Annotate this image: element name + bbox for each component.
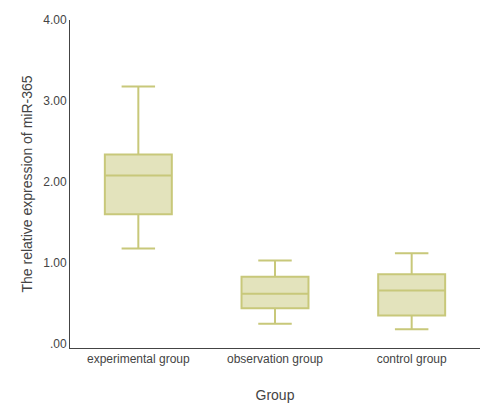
svg-text:Group: Group: [256, 387, 295, 403]
svg-text:.00: .00: [50, 337, 67, 351]
svg-text:3.00: 3.00: [43, 94, 67, 108]
svg-text:The relative expression of miR: The relative expression of miR-365: [19, 75, 35, 292]
svg-text:control group: control group: [377, 352, 447, 366]
svg-text:2.00: 2.00: [43, 175, 67, 189]
svg-text:experimental group: experimental group: [87, 352, 190, 366]
svg-text:1.00: 1.00: [43, 256, 67, 270]
svg-text:observation group: observation group: [227, 352, 323, 366]
svg-text:4.00: 4.00: [43, 13, 67, 27]
